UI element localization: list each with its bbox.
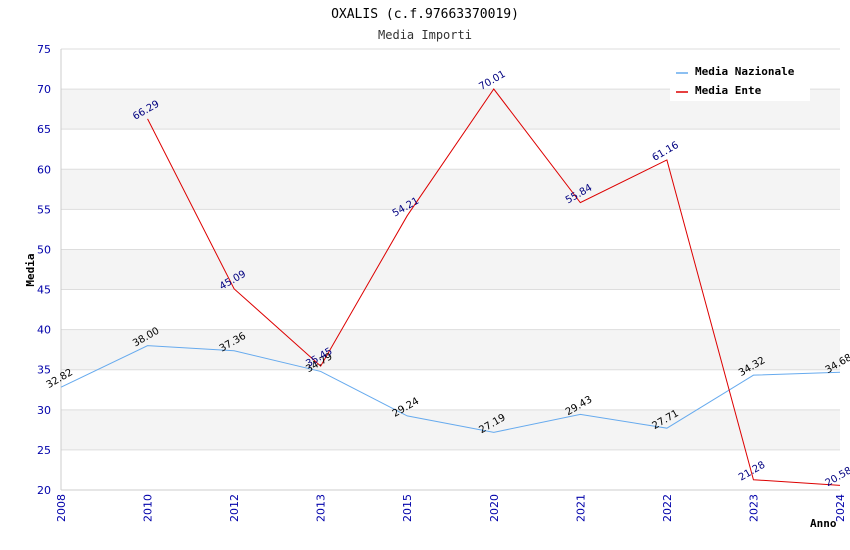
grid-band [61, 409, 840, 450]
legend-box [670, 59, 810, 101]
y-tick-label: 60 [37, 163, 51, 176]
y-tick-label: 35 [37, 364, 51, 377]
y-tick-labels: 20 25 30 35 40 45 50 55 60 65 70 75 [37, 43, 51, 497]
series-line-media-nazionale [60, 345, 841, 433]
y-tick-label: 20 [37, 484, 51, 497]
y-tick-label: 40 [37, 324, 51, 337]
series-line-media-ente [147, 88, 841, 486]
y-tick-label: 30 [37, 404, 51, 417]
x-tick-label: 2020 [488, 494, 501, 522]
x-tick-label: 2021 [574, 494, 587, 522]
y-tick-label: 50 [37, 243, 51, 256]
grid-band [61, 329, 840, 370]
x-tick-label: 2012 [228, 494, 241, 522]
y-tick-label: 70 [37, 83, 51, 96]
grid-band [61, 209, 840, 250]
grid-bands [61, 49, 840, 490]
x-axis-title: Anno [810, 517, 837, 530]
grid-band [61, 369, 840, 410]
grid-band [61, 449, 840, 490]
y-tick-label: 65 [37, 123, 51, 136]
y-tick-label: 25 [37, 444, 51, 457]
x-tick-label: 2015 [401, 494, 414, 522]
grid-band [61, 289, 840, 330]
legend: Media Nazionale Media Ente [670, 59, 810, 101]
x-tick-label: 2010 [142, 494, 155, 522]
y-axis-title: Media [24, 253, 37, 286]
y-tick-label: 55 [37, 203, 51, 216]
x-tick-label: 2022 [661, 494, 674, 522]
x-tick-label: 2023 [747, 494, 760, 522]
grid-band [61, 249, 840, 290]
grid-band [61, 129, 840, 170]
y-tick-label: 75 [37, 43, 51, 56]
grid-band [61, 169, 840, 210]
chart-title: OXALIS (c.f.97663370019) [331, 7, 519, 22]
legend-label-media-ente: Media Ente [695, 84, 762, 97]
x-tick-label: 2024 [834, 494, 847, 522]
x-tick-labels: 2008 2010 2012 2013 2015 2020 2021 2022 2023 2024 [55, 494, 847, 522]
y-tick-label: 45 [37, 284, 51, 297]
x-tick-label: 2013 [315, 494, 328, 522]
series-lines [60, 88, 841, 486]
x-tick-label: 2008 [55, 494, 68, 522]
chart-subtitle: Media Importi [378, 28, 472, 42]
legend-label-media-nazionale: Media Nazionale [695, 65, 795, 78]
